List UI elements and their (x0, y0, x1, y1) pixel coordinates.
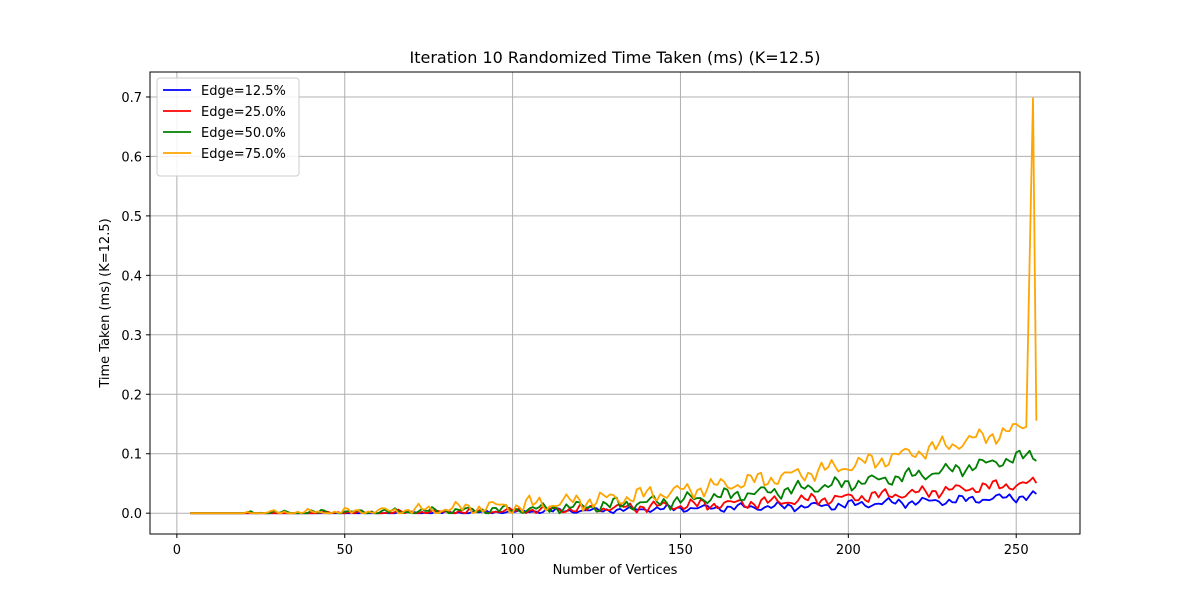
y-tick-label: 0.0 (121, 507, 142, 522)
plot-frame (149, 71, 1081, 535)
x-tick-label: 0 (173, 543, 181, 558)
x-tick-label: 150 (668, 543, 693, 558)
y-tick-label: 0.2 (121, 388, 142, 403)
legend-entry: Edge=50.0% (201, 126, 286, 141)
x-axis-label: Number of Vertices (553, 563, 678, 578)
y-tick-label: 0.3 (121, 329, 142, 344)
y-tick-label: 0.1 (121, 448, 142, 463)
grid (150, 72, 1080, 534)
legend-entry: Edge=75.0% (201, 147, 286, 162)
legend-entry: Edge=12.5% (201, 84, 286, 99)
y-tick-label: 0.6 (121, 150, 142, 165)
legend-entry: Edge=25.0% (201, 105, 286, 120)
y-tick-label: 0.4 (121, 269, 142, 284)
y-tick-label: 0.5 (121, 210, 142, 225)
x-tick-label: 100 (500, 543, 525, 558)
y-tick-label: 0.7 (121, 91, 142, 106)
legend-box (156, 77, 300, 177)
legend: Edge=12.5% Edge=25.0% Edge=50.0% Edge=75.0% (156, 77, 300, 177)
x-tick-label: 250 (1004, 543, 1029, 558)
x-tick-label: 200 (836, 543, 861, 558)
series-lines (190, 97, 1038, 515)
x-tick-label: 50 (336, 543, 353, 558)
y-axis-label: Time Taken (ms) (K=12.5) (98, 218, 113, 388)
series-line (190, 97, 1038, 515)
chart-title: Iteration 10 Randomized Time Taken (ms) … (409, 48, 820, 67)
axis-ticks: 0 50 100 150 200 250 0.0 0.1 0.2 0.3 0.4 0.5 0.6 0.7 (121, 91, 1028, 558)
